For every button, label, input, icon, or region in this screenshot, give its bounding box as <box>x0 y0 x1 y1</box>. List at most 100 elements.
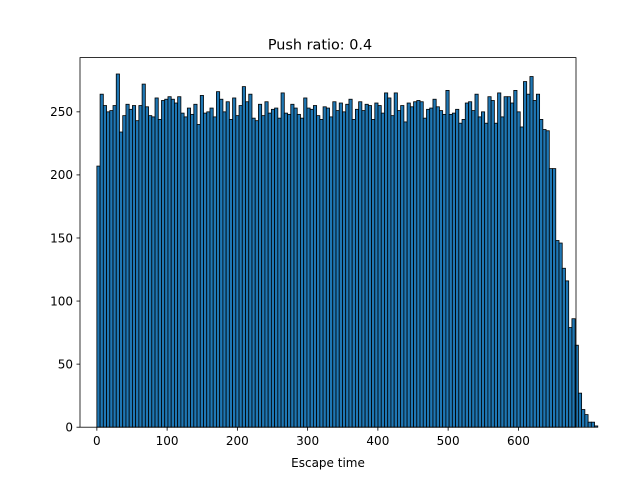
histogram-bar <box>565 280 570 428</box>
histogram-bar <box>377 105 382 428</box>
histogram-bar <box>235 115 240 428</box>
histogram-bar <box>144 106 149 428</box>
histogram-bar <box>342 111 347 428</box>
histogram-bar <box>487 96 492 428</box>
histogram-bar <box>594 425 599 428</box>
histogram-bar <box>277 117 282 428</box>
histogram-bar <box>325 107 330 428</box>
histogram-bar <box>590 421 595 428</box>
histogram-bar <box>416 100 421 428</box>
histogram-bar <box>484 122 489 428</box>
histogram-bar <box>141 83 146 428</box>
histogram-bar <box>371 119 376 428</box>
histogram-bar <box>157 119 162 428</box>
histogram-bar <box>203 112 208 428</box>
histogram-bar <box>228 119 233 428</box>
histogram-bar <box>448 113 453 428</box>
histogram-bar <box>490 100 495 428</box>
histogram-bar <box>303 97 308 428</box>
histogram-bar <box>503 96 508 428</box>
histogram-bar <box>584 414 589 428</box>
histogram-bar <box>99 93 104 428</box>
histogram-bar <box>568 327 573 428</box>
histogram-bar <box>351 119 356 428</box>
histogram-bar <box>209 107 214 428</box>
histogram-bar <box>513 89 518 428</box>
histogram-bar <box>112 105 117 428</box>
histogram-bar <box>581 409 586 428</box>
histogram-bar <box>397 110 402 428</box>
histogram-bar <box>577 392 583 428</box>
histogram-bar <box>119 131 124 428</box>
histogram-bar <box>248 93 253 428</box>
histogram-bar <box>186 107 191 428</box>
histogram-bar <box>180 112 185 428</box>
histogram-bar <box>128 108 133 428</box>
histogram-bar <box>367 105 372 428</box>
histogram-bar <box>532 100 537 428</box>
histogram-bar <box>222 111 227 428</box>
histogram-bar <box>306 107 311 428</box>
histogram-bar <box>109 110 114 428</box>
histogram-bar <box>510 102 515 428</box>
histogram-bar <box>199 95 204 428</box>
x-tick-label: 300 <box>296 434 319 448</box>
y-tick-label: 200 <box>50 168 73 182</box>
histogram-bar <box>380 112 385 428</box>
histogram-bar <box>206 111 211 428</box>
histogram-bar <box>267 112 272 428</box>
histogram-bar <box>516 111 521 428</box>
histogram-bar <box>167 96 172 428</box>
histogram-bar <box>493 122 498 428</box>
histogram-bar <box>435 106 440 428</box>
histogram-bar <box>390 115 395 428</box>
x-tick-label: 400 <box>366 434 389 448</box>
histogram-bar <box>300 117 305 428</box>
histogram-bar <box>429 107 434 428</box>
histogram-bar <box>338 102 343 428</box>
x-axis-label: Escape time <box>291 456 365 470</box>
bars-group <box>96 73 599 428</box>
histogram-bar <box>190 113 195 428</box>
axes-frame <box>79 57 577 428</box>
histogram-bar <box>439 110 444 428</box>
histogram-bar <box>183 116 188 428</box>
histogram-bar <box>174 102 179 428</box>
histogram-bar <box>261 115 266 428</box>
histogram-bar <box>545 130 550 428</box>
histogram-bar <box>164 98 169 428</box>
x-tick-label: 600 <box>507 434 530 448</box>
histogram-bar <box>280 92 285 428</box>
histogram-bar <box>552 168 557 428</box>
histogram-bar <box>138 105 143 428</box>
histogram-bar <box>309 108 314 428</box>
x-tick-label: 100 <box>156 434 179 448</box>
histogram-bar <box>125 103 130 428</box>
y-tick-label: 150 <box>50 231 73 245</box>
histogram-bar <box>523 81 528 428</box>
histogram-bar <box>374 102 379 428</box>
histogram-bar <box>455 108 460 428</box>
histogram-bar <box>132 105 137 428</box>
histogram-bar <box>251 117 256 428</box>
histogram-bar <box>241 86 246 428</box>
histogram-bar <box>506 96 511 428</box>
histogram-bar <box>287 113 292 428</box>
histogram-bar <box>587 421 592 428</box>
y-tick-label: 0 <box>65 421 73 435</box>
histogram-bar <box>154 97 159 428</box>
histogram-bar <box>345 103 350 428</box>
histogram-bar <box>526 93 531 428</box>
histogram-bar <box>413 101 418 428</box>
histogram-bar <box>542 129 547 428</box>
histogram-bar <box>135 120 140 428</box>
y-tick-label: 50 <box>58 357 73 371</box>
histogram-bar <box>571 318 576 428</box>
histogram-bar <box>535 93 541 428</box>
histogram-bar <box>384 92 389 428</box>
histogram-bar <box>558 242 563 428</box>
histogram-bar <box>238 105 243 428</box>
histogram-bar <box>481 111 486 428</box>
histogram-bar <box>442 113 447 428</box>
